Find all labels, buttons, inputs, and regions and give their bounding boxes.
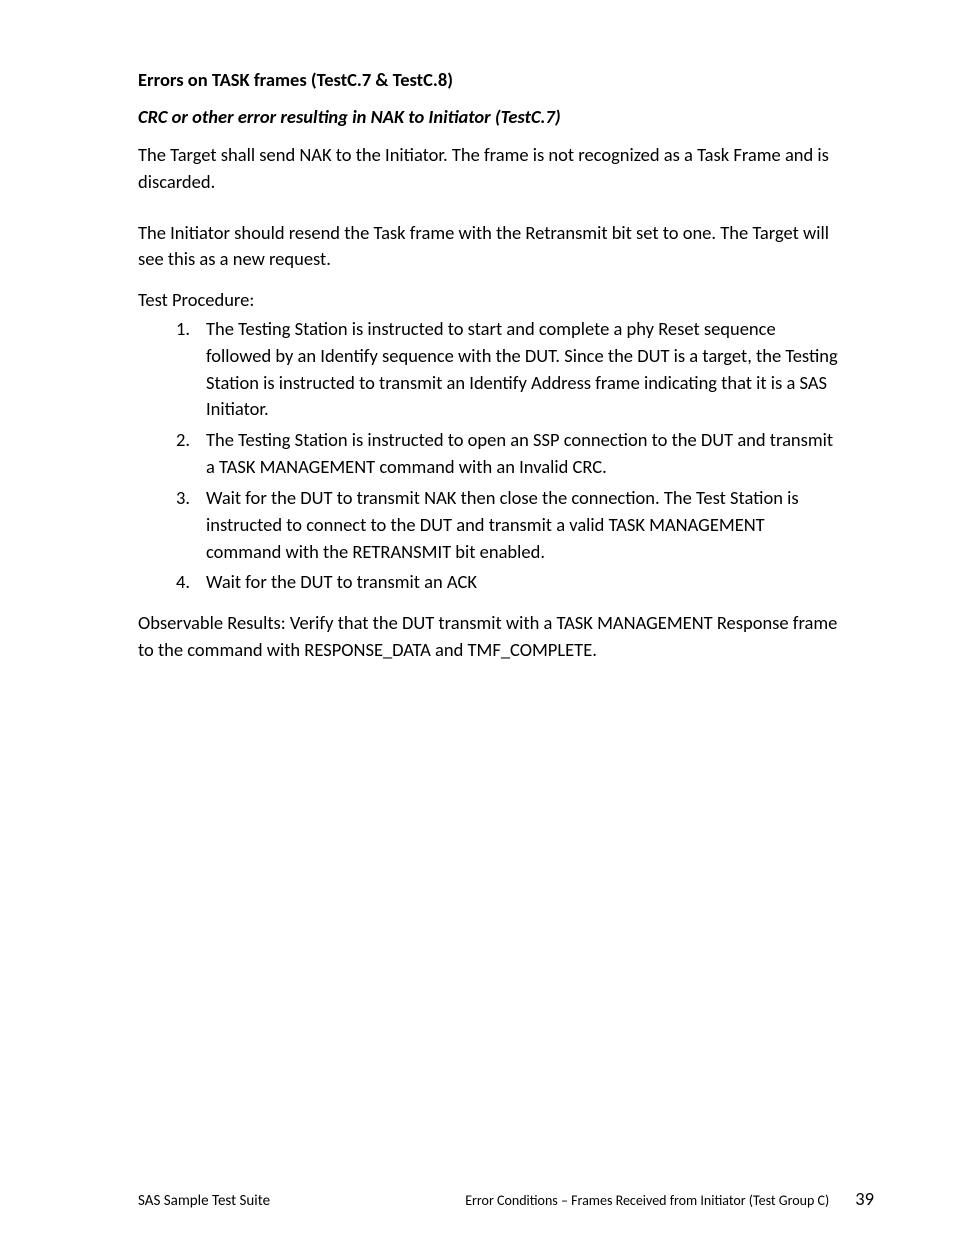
test-procedure-label: Test Procedure:	[138, 287, 839, 314]
page-content: Errors on TASK frames (TestC.7 & TestC.8…	[0, 0, 954, 664]
section-heading: Errors on TASK frames (TestC.7 & TestC.8…	[138, 68, 839, 93]
list-item: Wait for the DUT to transmit an ACK	[206, 569, 839, 596]
page-footer: SAS Sample Test Suite Error Conditions –…	[138, 1187, 874, 1210]
observable-results: Observable Results: Verify that the DUT …	[138, 610, 839, 664]
paragraph-gap	[138, 210, 839, 220]
page-number: 39	[855, 1187, 874, 1210]
body-paragraph: The Target shall send NAK to the Initiat…	[138, 142, 839, 196]
footer-right-text: Error Conditions – Frames Received from …	[465, 1192, 829, 1209]
footer-right: Error Conditions – Frames Received from …	[465, 1187, 874, 1210]
list-item: The Testing Station is instructed to sta…	[206, 316, 839, 423]
test-procedure-list: The Testing Station is instructed to sta…	[138, 316, 839, 596]
list-item: The Testing Station is instructed to ope…	[206, 427, 839, 481]
subsection-heading: CRC or other error resulting in NAK to I…	[138, 105, 839, 130]
body-paragraph: The Initiator should resend the Task fra…	[138, 220, 839, 274]
list-item: Wait for the DUT to transmit NAK then cl…	[206, 485, 839, 565]
footer-left-text: SAS Sample Test Suite	[138, 1192, 270, 1210]
